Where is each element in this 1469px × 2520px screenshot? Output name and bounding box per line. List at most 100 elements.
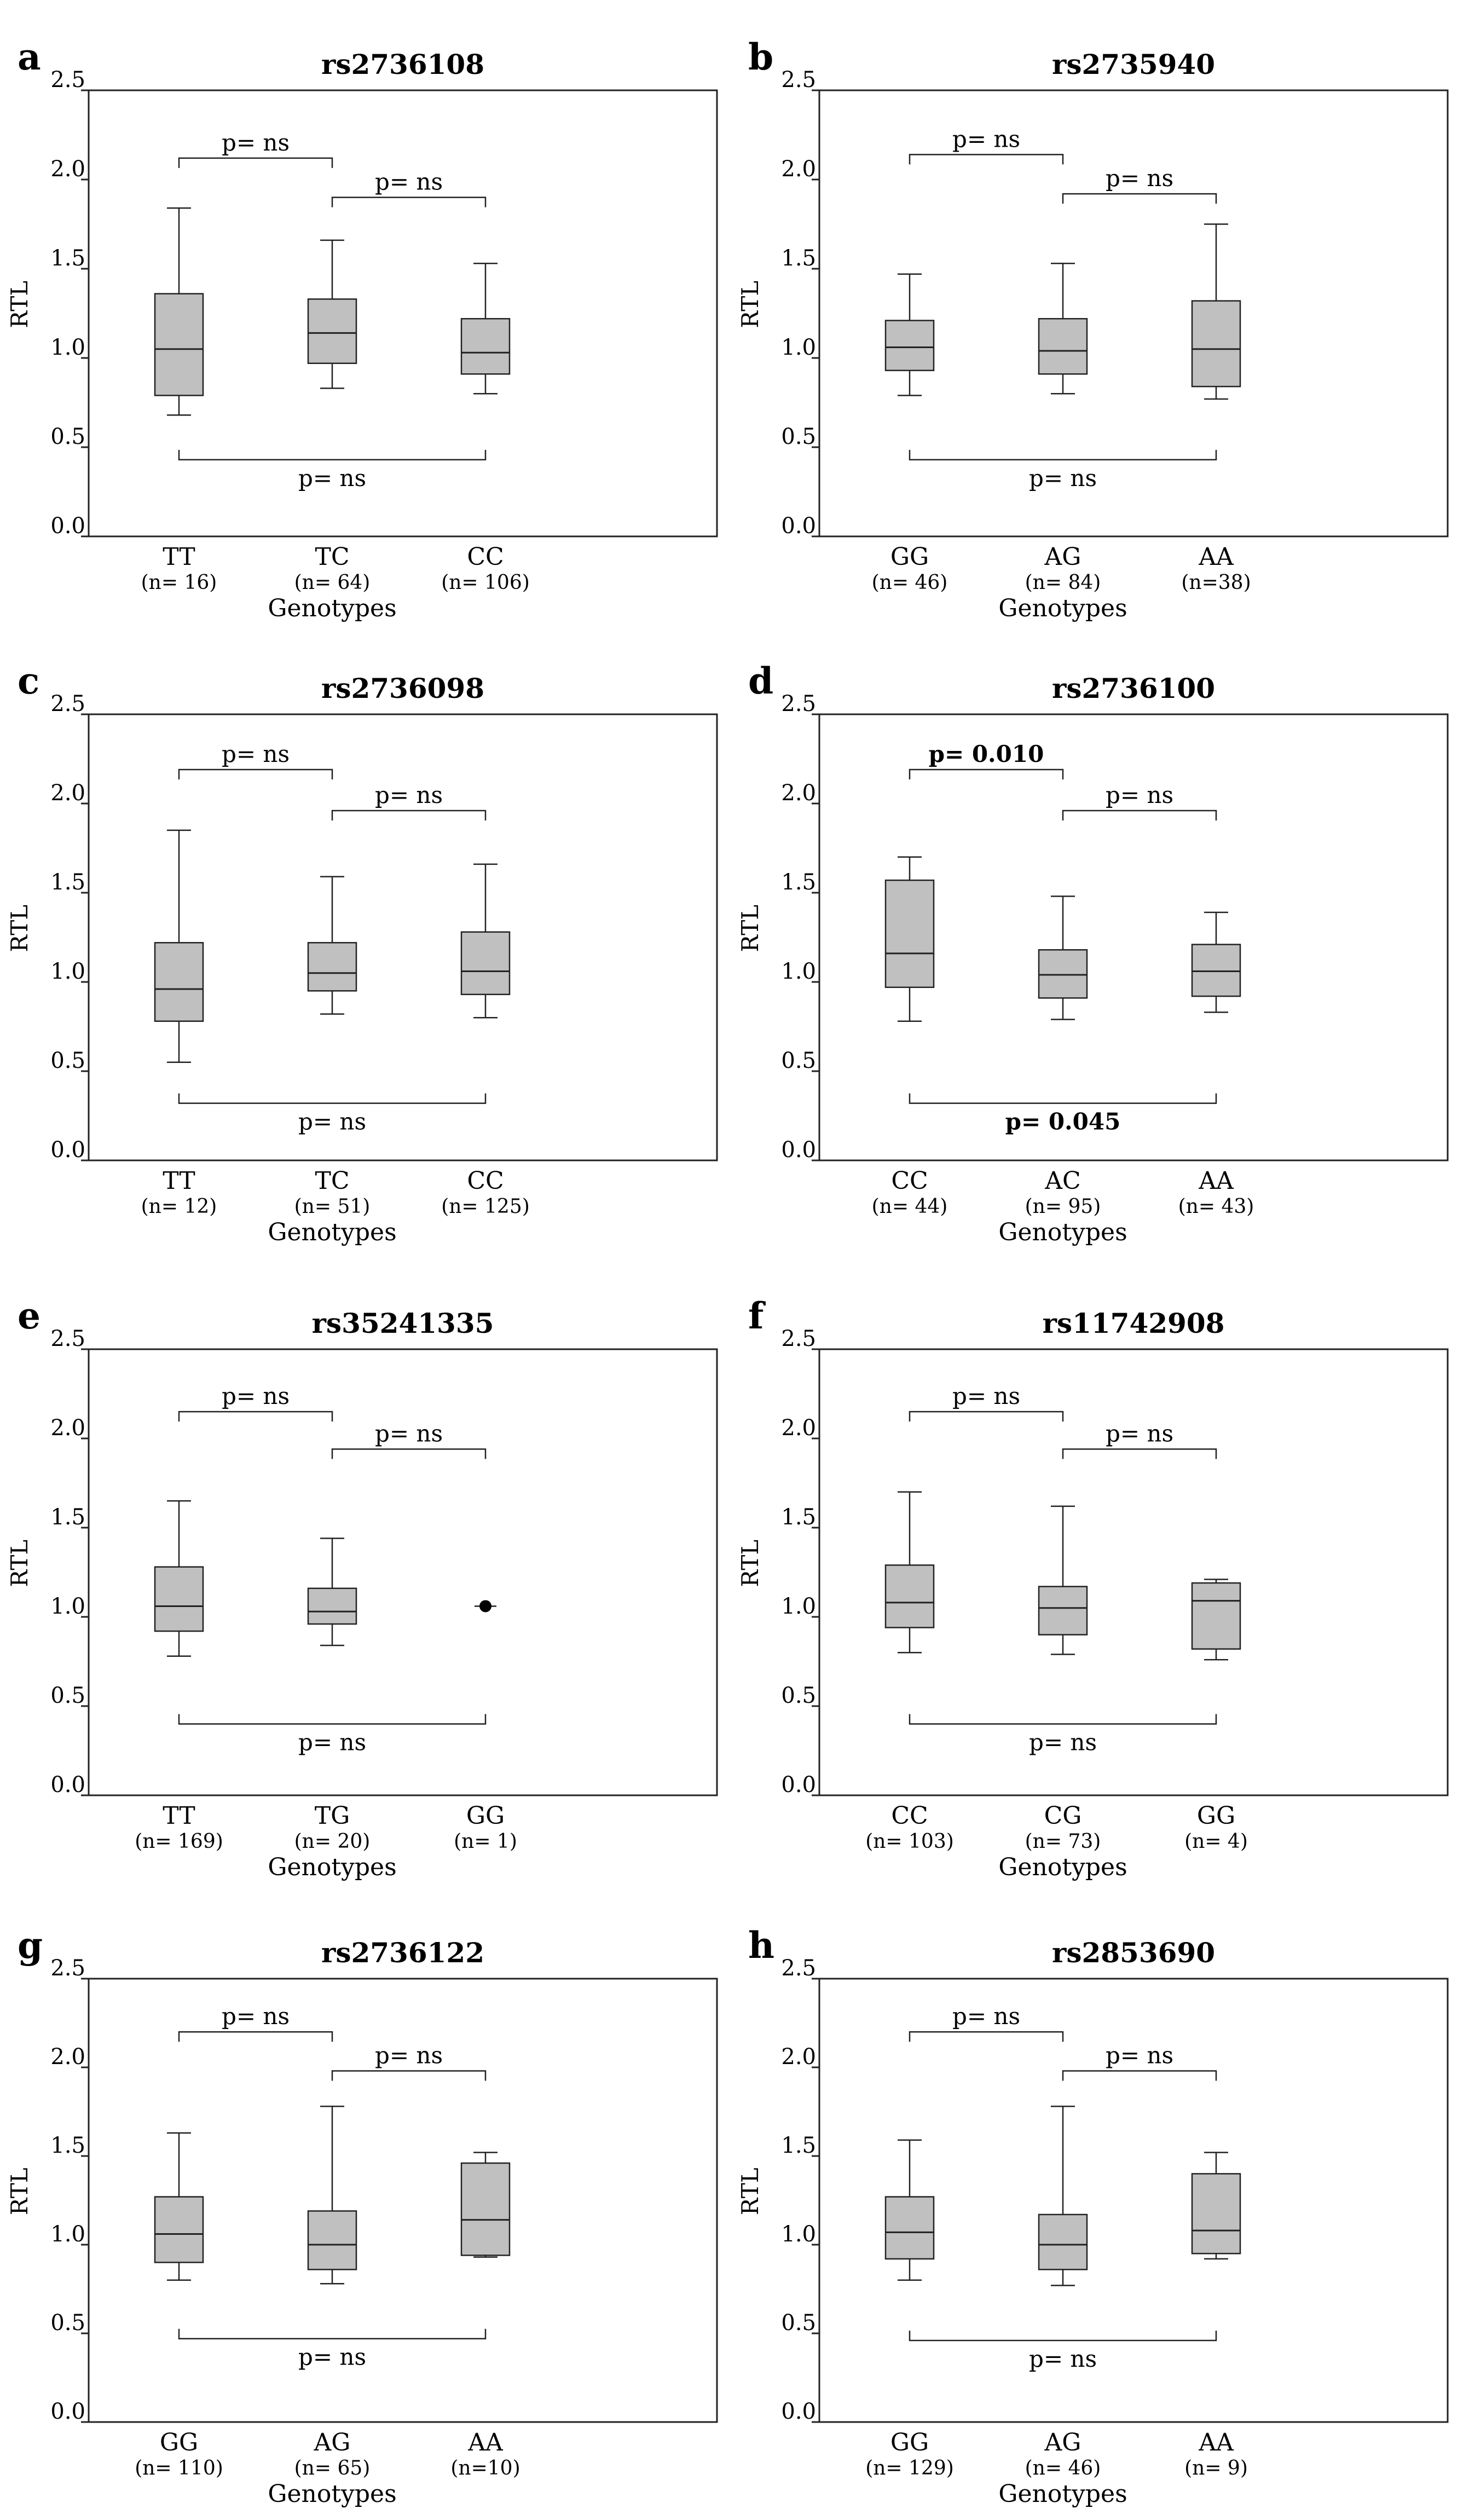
category-label: CC (467, 1167, 504, 1195)
panel-letter: d (748, 660, 773, 702)
comparison-bracket (1062, 193, 1217, 204)
y-tick-label: 2.5 (781, 1326, 816, 1351)
sample-size-label: (n=10) (450, 2457, 520, 2479)
comparison-bracket (178, 157, 333, 168)
x-axis-label: Genotypes (268, 1853, 396, 1881)
y-tick-label: 1.0 (781, 1594, 816, 1619)
comparison-bracket (331, 1448, 487, 1459)
comparison-bracket (909, 2330, 1217, 2342)
x-axis-label: Genotypes (268, 594, 396, 622)
comparison-bracket (178, 1093, 487, 1104)
y-tick-label: 0.5 (781, 424, 816, 449)
comparison-bracket (178, 2328, 487, 2339)
y-tick-label: 0.5 (50, 2310, 85, 2336)
box (1038, 1586, 1088, 1635)
box (460, 931, 511, 996)
sample-size-label: (n= 103) (865, 1830, 954, 1853)
p-value-label: p= ns (222, 129, 290, 156)
panel-g: g rs2736122 0.0 0.5 1.0 1.5 2.0 2.5 RTL p= ns p= n… (6, 1924, 718, 2508)
y-tick-label: 0.0 (781, 513, 816, 539)
p-value-label: p= ns (222, 2003, 290, 2030)
sample-size-label: (n= 1) (454, 1830, 517, 1853)
y-tick-label: 2.0 (50, 781, 85, 806)
y-axis-label: RTL (737, 905, 764, 952)
chart-title: rs2853690 (1052, 1937, 1215, 1969)
comparison-bracket (909, 1093, 1217, 1104)
box (307, 2210, 357, 2270)
comparison-bracket (909, 449, 1217, 461)
category-label: AA (467, 2429, 504, 2457)
panel-f: f rs11742908 0.0 0.5 1.0 1.5 2.0 2.5 RTL p= ns p= … (737, 1294, 1449, 1881)
box (1038, 318, 1088, 375)
category-label: TC (315, 1167, 349, 1195)
p-value-label: p= 0.010 (929, 741, 1044, 767)
chart-title: rs2736098 (321, 672, 484, 704)
sample-size-label: (n= 9) (1184, 2457, 1248, 2479)
y-tick-label: 0.0 (50, 1137, 85, 1163)
y-tick-label: 1.5 (50, 870, 85, 895)
plot-frame (818, 713, 1449, 1161)
p-value-label: p= ns (1106, 165, 1173, 192)
comparison-bracket (331, 196, 487, 207)
category-label: GG (890, 2429, 929, 2457)
category-label: GG (466, 1802, 505, 1830)
category-label: TG (315, 1802, 350, 1830)
comparison-bracket (909, 154, 1064, 165)
y-tick-label: 1.0 (781, 959, 816, 984)
plot-frame (88, 713, 718, 1161)
single-point (479, 1600, 491, 1612)
sample-size-label: (n= 16) (141, 571, 217, 594)
box (154, 293, 204, 396)
y-tick-label: 0.0 (781, 1137, 816, 1163)
panel-letter: a (18, 36, 41, 78)
p-value-label: p= ns (1029, 2345, 1097, 2372)
y-axis-label: RTL (737, 1540, 764, 1587)
y-tick-label: 2.0 (781, 2044, 816, 2070)
chart-title: rs2735940 (1052, 48, 1215, 80)
plot-frame (88, 1348, 718, 1796)
panel-letter: g (18, 1924, 43, 1967)
p-value-label: p= ns (375, 1420, 443, 1447)
box (884, 1564, 935, 1628)
box (307, 1587, 357, 1625)
y-tick-label: 0.0 (781, 2399, 816, 2424)
box (460, 318, 511, 375)
sample-size-label: (n= 46) (872, 571, 948, 594)
sample-size-label: (n= 51) (294, 1195, 371, 1218)
y-axis-label: RTL (6, 281, 33, 328)
panel-letter: h (748, 1924, 774, 1967)
box (307, 298, 357, 365)
panel-c: c rs2736098 0.0 0.5 1.0 1.5 2.0 2.5 RTL p= ns p= n… (6, 660, 718, 1246)
box (1191, 300, 1241, 388)
y-tick-label: 1.0 (781, 2222, 816, 2247)
y-tick-label: 2.5 (50, 1956, 85, 1981)
y-tick-label: 2.5 (50, 691, 85, 716)
category-label: AG (314, 2429, 351, 2457)
comparison-bracket (1062, 810, 1217, 821)
category-label: AG (1044, 2429, 1081, 2457)
comparison-bracket (1062, 1448, 1217, 1459)
box (154, 942, 204, 1022)
category-label: CC (891, 1802, 928, 1830)
y-tick-label: 2.0 (781, 157, 816, 182)
y-tick-label: 2.5 (781, 1956, 816, 1981)
panel-a: a rs2736108 0.0 0.5 1.0 1.5 2.0 2.5 RTL p= ns p= n… (6, 36, 718, 622)
comparison-bracket (1062, 2070, 1217, 2081)
sample-size-label: (n= 125) (441, 1195, 530, 1218)
y-axis-label: RTL (737, 281, 764, 328)
y-tick-label: 2.0 (50, 1415, 85, 1441)
plot-frame (818, 1978, 1449, 2423)
sample-size-label: (n= 20) (294, 1830, 371, 1853)
y-tick-label: 1.0 (50, 335, 85, 360)
comparison-bracket (909, 1411, 1064, 1422)
p-value-label: p= ns (298, 465, 366, 492)
chart-title: rs2736100 (1052, 672, 1215, 704)
category-label: AC (1044, 1167, 1080, 1195)
category-label: AA (1198, 2429, 1234, 2457)
p-value-label: p= ns (1106, 782, 1173, 808)
y-tick-label: 1.5 (50, 2133, 85, 2158)
p-value-label: p= ns (298, 1729, 366, 1756)
category-label: AA (1198, 1167, 1234, 1195)
panel-letter: e (18, 1294, 41, 1337)
p-value-label: p= ns (375, 169, 443, 195)
